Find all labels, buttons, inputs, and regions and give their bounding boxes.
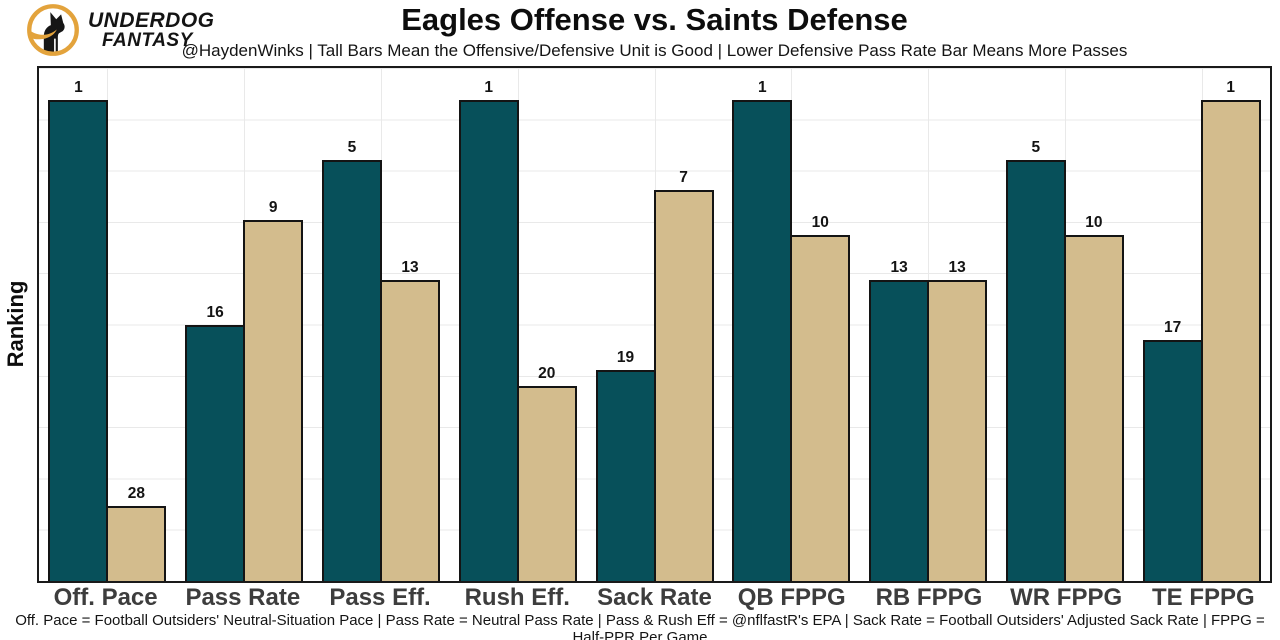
bar-group-rush-eff: 1 20	[449, 68, 586, 581]
bar-group-wr-fppg: 5 10	[996, 68, 1133, 581]
bar-value-label: 10	[811, 214, 829, 232]
offense-bar-wrap: 1	[48, 68, 109, 581]
offense-bar-wrap: 1	[458, 68, 519, 581]
defense-bar-wrap: 28	[106, 68, 167, 581]
bar-value-label: 1	[1226, 78, 1235, 96]
underdog-dog-icon	[27, 4, 79, 56]
bar-group-qb-fppg: 1 10	[723, 68, 860, 581]
bar-value-label: 5	[1031, 138, 1041, 156]
defense-bar	[927, 280, 988, 581]
offense-bar-wrap: 1	[732, 68, 793, 581]
defense-bar	[653, 190, 714, 581]
defense-bar-wrap: 10	[790, 68, 851, 581]
logo-wordmark: UNDERDOG FANTASY	[88, 8, 215, 52]
bar-value-label: 7	[679, 169, 688, 187]
category-label: QB FPPG	[737, 584, 846, 611]
offense-bar-wrap: 16	[185, 68, 246, 581]
defense-bar	[379, 280, 440, 581]
defense-bar	[243, 220, 304, 581]
offense-bar	[732, 99, 793, 581]
category-label: Sack Rate	[597, 584, 712, 611]
defense-bar	[1200, 99, 1261, 581]
defense-bar-wrap: 7	[653, 68, 714, 581]
defense-bar-wrap: 13	[927, 68, 988, 581]
bar-value-label: 17	[1164, 319, 1182, 337]
defense-bar	[516, 385, 577, 581]
bar-group-pass-rate: 16 9	[176, 68, 313, 581]
category-label: Rush Eff.	[464, 584, 570, 611]
category-label: TE FPPG	[1152, 584, 1255, 611]
bar-value-label: 10	[1085, 214, 1103, 232]
offense-bar	[321, 159, 382, 581]
logo-line-fantasy: FANTASY	[102, 30, 193, 52]
defense-bar	[790, 235, 851, 581]
bar-value-label: 1	[757, 78, 767, 96]
defense-bar	[106, 505, 167, 581]
defense-bar-wrap: 13	[379, 68, 440, 581]
bar-value-label: 9	[268, 199, 278, 217]
bar-group-off-pace: 1 28	[39, 68, 176, 581]
offense-bar-wrap: 5	[321, 68, 382, 581]
bar-group-rb-fppg: 13 13	[860, 68, 997, 581]
bar-group-pass-eff: 5 13	[313, 68, 450, 581]
bar-value-label: 13	[948, 259, 966, 277]
offense-bar	[595, 370, 656, 581]
category-label: Off. Pace	[53, 584, 158, 611]
offense-bar	[1142, 340, 1203, 581]
bar-value-label: 19	[616, 349, 635, 367]
bar-value-label: 28	[127, 484, 146, 502]
category-label: Pass Eff.	[329, 584, 431, 611]
bar-value-label: 16	[206, 304, 224, 322]
offense-bar	[48, 99, 109, 581]
category-label: Pass Rate	[185, 584, 301, 611]
bar-value-label: 5	[347, 138, 357, 156]
y-axis-label: Ranking	[3, 280, 28, 368]
offense-bar-wrap: 17	[1142, 68, 1203, 581]
bar-value-label: 13	[401, 259, 419, 277]
offense-bar	[185, 325, 246, 581]
chart-subtitle: @HaydenWinks | Tall Bars Mean the Offens…	[181, 41, 1128, 60]
x-axis-labels: Off. Pace Pass Rate Pass Eff. Rush Eff. Sack…	[37, 584, 1272, 612]
offense-bar-wrap: 5	[1005, 68, 1066, 581]
plot-area: 1 28 16 9 5 13 1 20 19 7 1 10 13 13 5 10 17 1	[37, 66, 1272, 583]
bar-group-sack-rate: 19 7	[586, 68, 723, 581]
underdog-fantasy-logo: UNDERDOG FANTASY	[26, 3, 215, 57]
bar-value-label: 1	[74, 78, 83, 96]
defense-bar-wrap: 10	[1063, 68, 1124, 581]
category-label: WR FPPG	[1010, 584, 1123, 611]
offense-bar-wrap: 19	[595, 68, 656, 581]
chart-title: Eagles Offense vs. Saints Defense	[401, 2, 908, 37]
offense-bar	[1005, 159, 1066, 581]
offense-bar	[458, 99, 519, 581]
bar-value-label: 20	[538, 364, 556, 382]
offense-bar-wrap: 13	[869, 68, 930, 581]
offense-bar	[869, 280, 930, 581]
bar-value-label: 1	[484, 78, 494, 96]
defense-bar-wrap: 20	[516, 68, 577, 581]
bar-group-te-fppg: 17 1	[1133, 68, 1270, 581]
defense-bar-wrap: 9	[243, 68, 304, 581]
category-label: RB FPPG	[875, 584, 983, 611]
defense-bar-wrap: 1	[1200, 68, 1261, 581]
bar-value-label: 13	[890, 259, 908, 277]
logo-line-underdog: UNDERDOG	[88, 8, 215, 32]
footer-note: Off. Pace = Football Outsiders' Neutral-…	[15, 612, 1265, 640]
defense-bar	[1063, 235, 1124, 581]
